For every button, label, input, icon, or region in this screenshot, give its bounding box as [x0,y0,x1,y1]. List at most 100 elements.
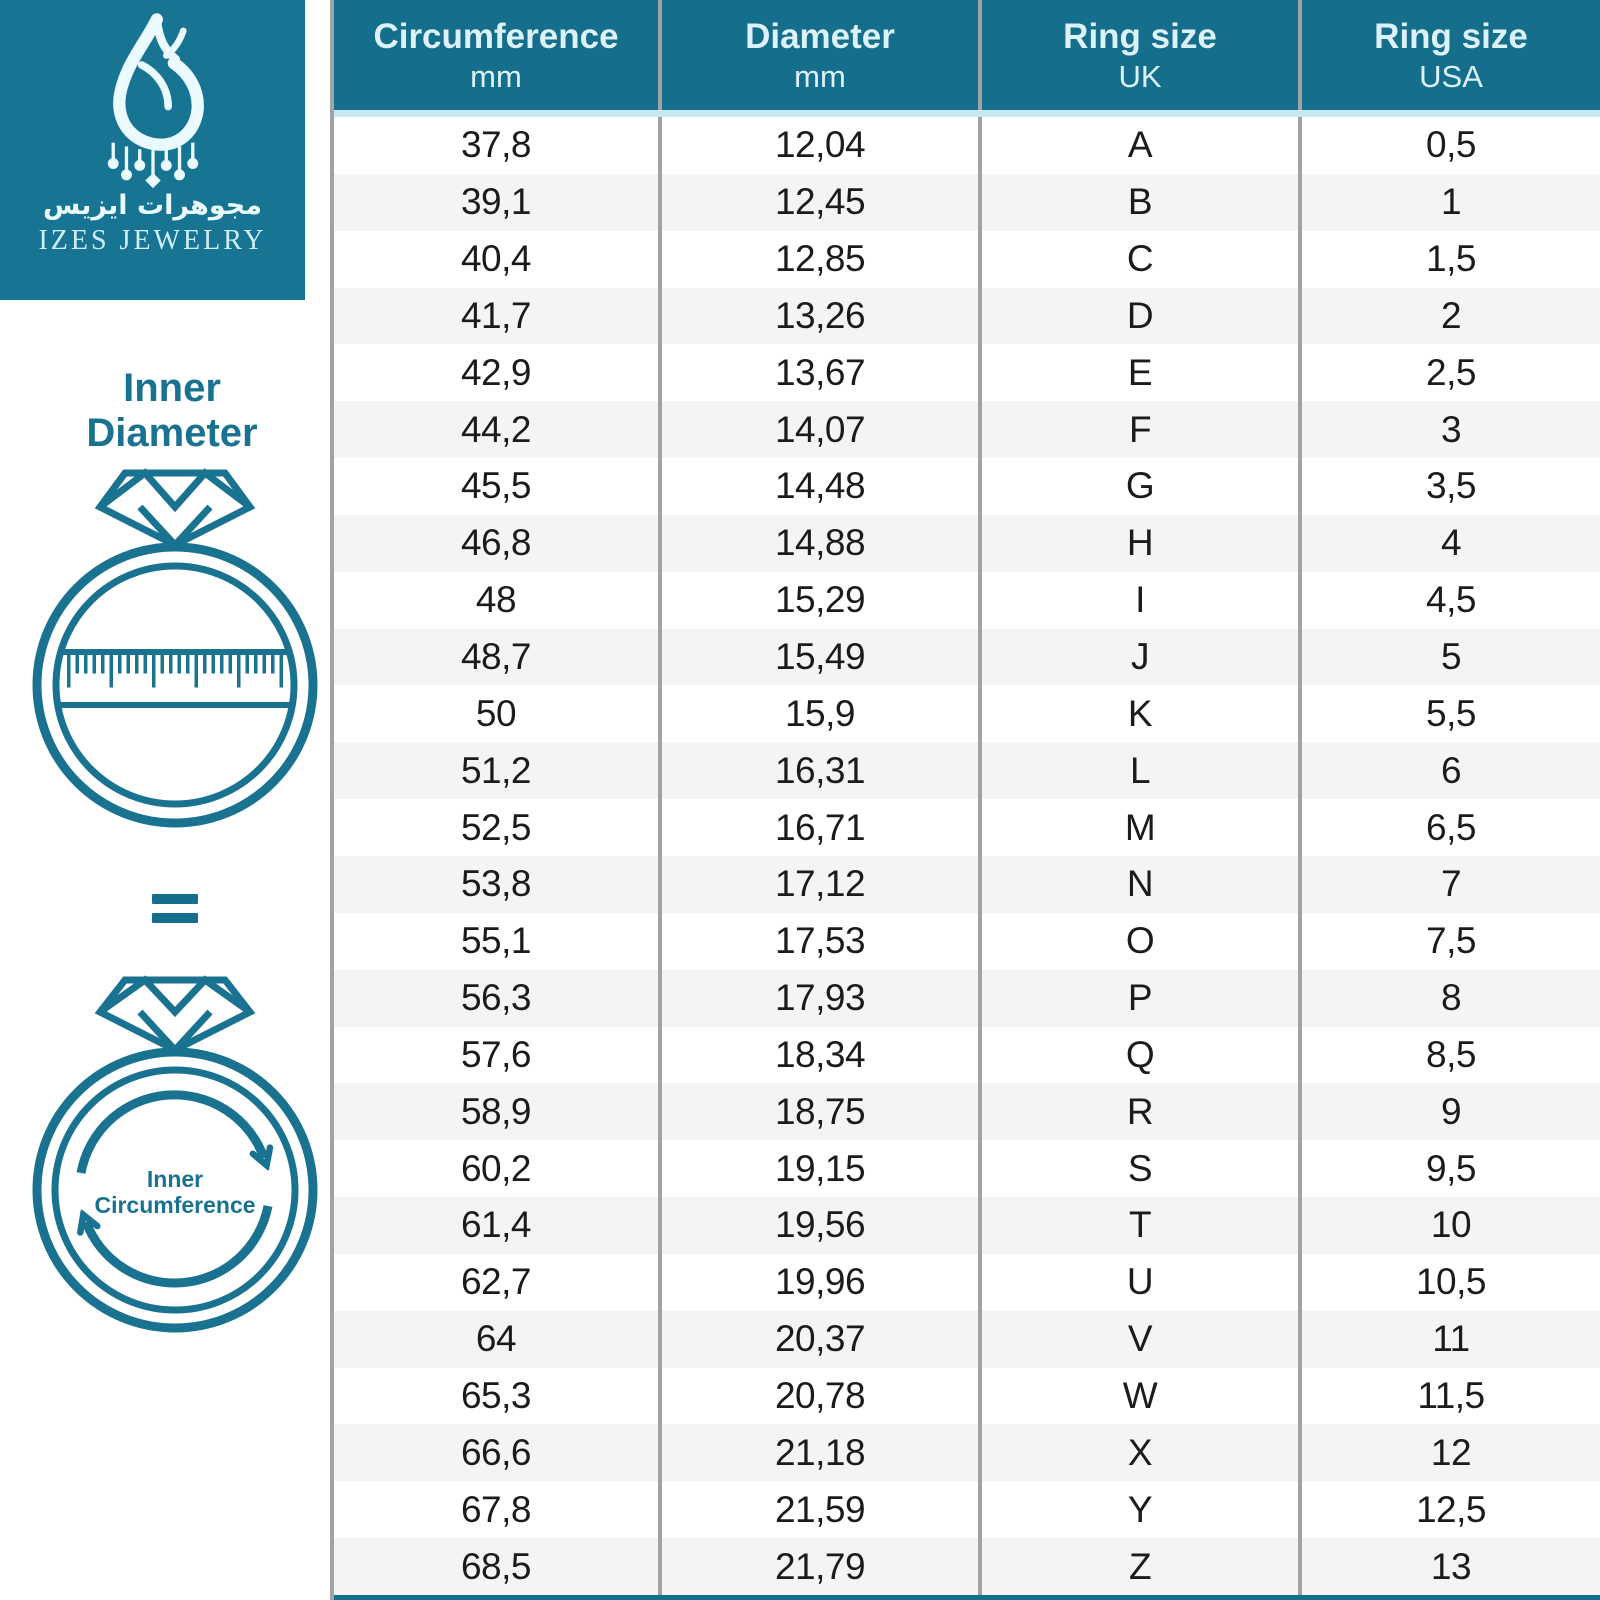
table-row: 55,1 17,53 O 7,5 [334,912,1600,970]
table-cell: 13 [1298,1538,1600,1595]
table-cell: 17,12 [658,855,978,913]
column-header-ring-size-uk: Ring size UK [978,0,1298,110]
table-cell: 12 [1298,1424,1600,1482]
table-cell: P [978,969,1298,1027]
table-cell: 8 [1298,969,1600,1027]
table-cell: 42,9 [460,351,532,393]
table-row: 66,6 21,18 X 12 [334,1424,1600,1482]
table-row: 56,3 17,93 P 8 [334,969,1600,1027]
table-cell: U [978,1253,1298,1311]
table-cell: 16,71 [658,799,978,856]
table-cell: 56,3 [460,977,532,1019]
table-row: 64 20,37 V 11 [334,1310,1600,1368]
table-cell: 15,9 [658,685,978,743]
table-cell: 13,67 [658,344,978,402]
table-cell: 2 [1298,287,1600,345]
table-cell: 6 [1298,742,1600,800]
brand-logo: مجوهرات ايزيس IZES JEWELRY [0,0,305,300]
table-cell: Q [978,1026,1298,1084]
table-cell: S [978,1140,1298,1198]
inner-circumference-label-line1: Inner [147,1166,203,1192]
table-cell: X [978,1424,1298,1482]
table-cell: E [978,344,1298,402]
table-row: 60,2 19,15 S 9,5 [334,1140,1600,1198]
inner-diameter-label: Inner Diameter [86,366,258,455]
table-cell: 5,5 [1298,685,1600,743]
table-cell: 16,31 [658,742,978,800]
table-cell: 12,45 [658,173,978,231]
ring-inner-circumference-icon: Inner Circumference [32,975,318,1333]
table-cell: 12,04 [658,117,978,174]
table-cell: 2,5 [1298,344,1600,402]
table-cell: 60,2 [460,1147,532,1189]
table-cell: 19,56 [658,1197,978,1254]
table-cell: 21,18 [658,1424,978,1482]
table-row: 51,2 16,31 L 6 [334,742,1600,800]
ring-inner-diameter-icon [32,468,318,828]
table-cell: 7,5 [1298,912,1600,970]
table-row: 68,5 21,79 Z 13 [334,1538,1600,1595]
column-header-circumference: Circumference mm [373,16,619,95]
table-cell: 7 [1298,855,1600,913]
table-cell: O [978,912,1298,970]
table-row: 41,7 13,26 D 2 [334,287,1600,345]
table-cell: 48,7 [460,636,532,678]
table-cell: 4 [1298,514,1600,572]
table-row: 37,8 12,04 A 0,5 [334,117,1600,174]
column-header-ring-size-usa: Ring size USA [1298,0,1600,110]
table-cell: 68,5 [460,1545,532,1587]
table-cell: Z [978,1538,1298,1595]
table-cell: K [978,685,1298,743]
table-cell: 19,15 [658,1140,978,1198]
table-header: Circumference mm Diameter mm Ring size U… [334,0,1600,117]
brand-name-english: IZES JEWELRY [38,225,267,256]
table-cell: 4,5 [1298,571,1600,629]
table-row: 65,3 20,78 W 11,5 [334,1367,1600,1425]
table-cell: H [978,514,1298,572]
table-cell: 64 [475,1318,517,1360]
table-cell: 15,29 [658,571,978,629]
table-cell: 37,8 [460,124,532,166]
table-cell: I [978,571,1298,629]
table-row: 39,1 12,45 B 1 [334,173,1600,231]
table-cell: 10 [1298,1197,1600,1254]
table-cell: 1,5 [1298,230,1600,288]
table-cell: 65,3 [460,1374,532,1416]
table-cell: 10,5 [1298,1253,1600,1311]
table-cell: 9 [1298,1083,1600,1141]
table-cell: 11,5 [1298,1367,1600,1425]
table-cell: 40,4 [460,238,532,280]
table-row: 45,5 14,48 G 3,5 [334,458,1600,515]
table-cell: 20,78 [658,1367,978,1425]
table-cell: 12,85 [658,230,978,288]
table-cell: 15,49 [658,628,978,686]
table-cell: T [978,1197,1298,1254]
table-row: 42,9 13,67 E 2,5 [334,344,1600,402]
table-cell: 5 [1298,628,1600,686]
table-cell: 51,2 [460,749,532,791]
table-row: 57,6 18,34 Q 8,5 [334,1026,1600,1084]
table-cell: 6,5 [1298,799,1600,856]
table-cell: 61,4 [460,1204,532,1246]
table-cell: 58,9 [460,1090,532,1132]
table-cell: 13,26 [658,287,978,345]
table-cell: 52,5 [460,806,532,848]
table-cell: N [978,855,1298,913]
table-cell: 48 [475,579,517,621]
table-cell: 20,37 [658,1310,978,1368]
table-cell: 3 [1298,401,1600,459]
table-cell: 14,07 [658,401,978,459]
table-cell: 0,5 [1298,117,1600,174]
table-cell: 17,53 [658,912,978,970]
table-row: 67,8 21,59 Y 12,5 [334,1481,1600,1539]
table-cell: A [978,117,1298,174]
table-cell: 12,5 [1298,1481,1600,1539]
table-cell: 57,6 [460,1033,532,1075]
table-cell: 1 [1298,173,1600,231]
table-cell: Y [978,1481,1298,1539]
left-panel: مجوهرات ايزيس IZES JEWELRY Inner Diamete… [0,0,330,1600]
table-row: 53,8 17,12 N 7 [334,855,1600,913]
table-cell: 50 [475,692,517,734]
table-cell: 67,8 [460,1488,532,1530]
table-cell: 21,79 [658,1538,978,1595]
